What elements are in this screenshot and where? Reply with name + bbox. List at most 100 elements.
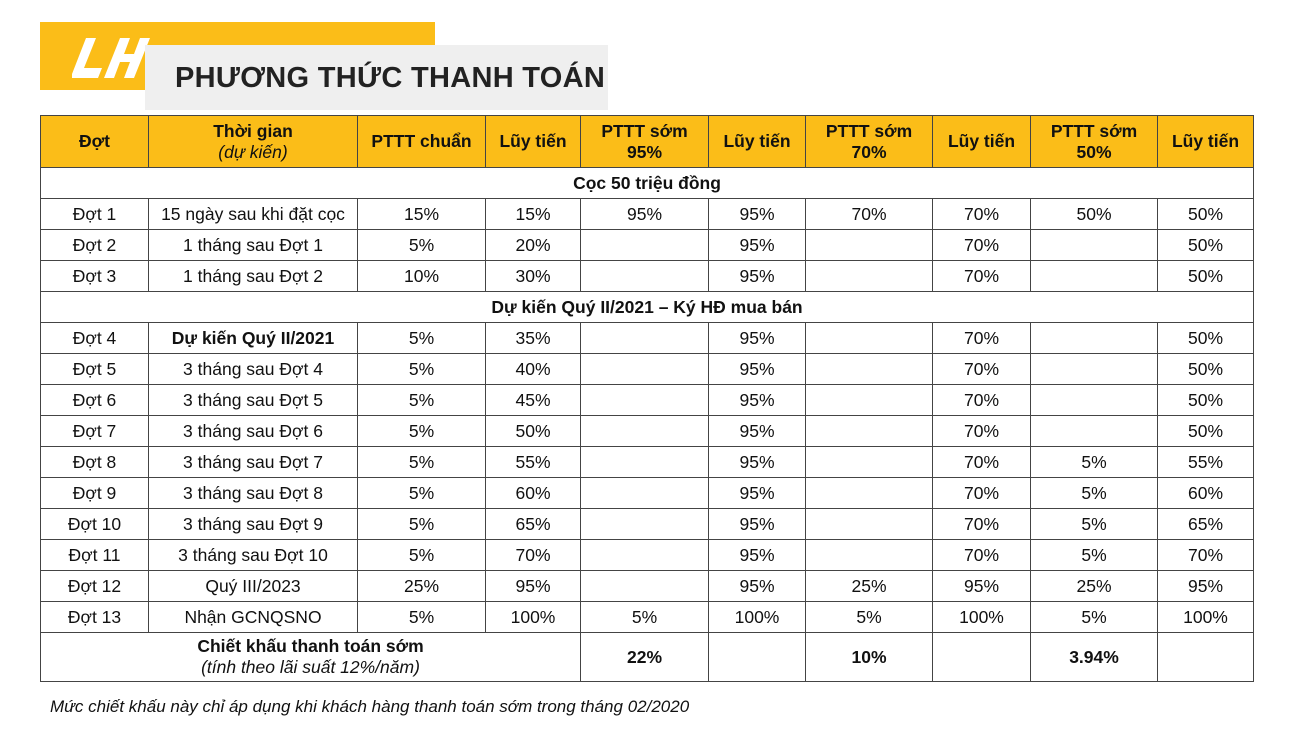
header-text: PTTT sớm bbox=[1050, 120, 1138, 141]
column-header: Lũy tiến bbox=[932, 115, 1031, 168]
cell bbox=[805, 384, 933, 416]
cell: 5% bbox=[580, 601, 709, 633]
data-row: Đợt 13 Nhận GCNQSNO 5% 100% 5% 100% 5% 100% 5% 10… bbox=[40, 601, 1254, 633]
cell: 5% bbox=[357, 446, 486, 478]
cell: 95% bbox=[708, 508, 806, 540]
cell: 100% bbox=[708, 601, 806, 633]
cell: 10% bbox=[357, 260, 486, 292]
cell: 55% bbox=[1157, 446, 1254, 478]
cell bbox=[1030, 415, 1158, 447]
data-row: Đợt 11 3 tháng sau Đợt 10 5% 70% 95% 70% 5% 70% bbox=[40, 539, 1254, 571]
cell: Đợt 10 bbox=[40, 508, 149, 540]
header-text: Lũy tiến bbox=[723, 131, 791, 151]
cell: 5% bbox=[357, 229, 486, 261]
header-text: PTTT chuẩn bbox=[371, 131, 472, 151]
cell bbox=[580, 415, 709, 447]
cell bbox=[580, 260, 709, 292]
cell: Dự kiến Quý II/2021 bbox=[148, 322, 358, 354]
cell: 50% bbox=[1157, 353, 1254, 385]
cell bbox=[805, 446, 933, 478]
cell: 25% bbox=[1030, 570, 1158, 602]
section-label: Cọc 50 triệu đồng bbox=[40, 167, 1254, 199]
cell: 95% bbox=[708, 229, 806, 261]
cell: 65% bbox=[485, 508, 581, 540]
header-text: Lũy tiến bbox=[1171, 131, 1240, 151]
cell: 5% bbox=[1030, 477, 1158, 509]
column-header: PTTT sớm 50% bbox=[1030, 115, 1158, 168]
cell: 70% bbox=[932, 384, 1031, 416]
cell bbox=[580, 384, 709, 416]
summary-cell: 10% bbox=[805, 632, 933, 682]
title-box bbox=[145, 45, 608, 110]
cell: 70% bbox=[932, 353, 1031, 385]
cell: 95% bbox=[932, 570, 1031, 602]
header-text: PTTT sớm bbox=[601, 120, 688, 141]
cell: Đợt 6 bbox=[40, 384, 149, 416]
cell bbox=[805, 260, 933, 292]
cell: 70% bbox=[932, 539, 1031, 571]
cell: 95% bbox=[708, 446, 806, 478]
header-subtext: 70% bbox=[851, 141, 887, 162]
cell: 95% bbox=[580, 198, 709, 230]
cell: 50% bbox=[1157, 415, 1254, 447]
cell: Đợt 7 bbox=[40, 415, 149, 447]
cell: 50% bbox=[1157, 260, 1254, 292]
cell: 3 tháng sau Đợt 8 bbox=[148, 477, 358, 509]
cell: 100% bbox=[1157, 601, 1254, 633]
header-text: PTTT sớm bbox=[825, 120, 913, 141]
cell: 100% bbox=[932, 601, 1031, 633]
cell bbox=[580, 229, 709, 261]
cell: 50% bbox=[1030, 198, 1158, 230]
cell bbox=[580, 446, 709, 478]
cell: 3 tháng sau Đợt 10 bbox=[148, 539, 358, 571]
cell bbox=[1030, 384, 1158, 416]
header-subtext: 95% bbox=[626, 141, 663, 162]
cell: 5% bbox=[1030, 601, 1158, 633]
cell: 5% bbox=[357, 601, 486, 633]
cell: 65% bbox=[1157, 508, 1254, 540]
cell: 60% bbox=[1157, 477, 1254, 509]
cell: 95% bbox=[1157, 570, 1254, 602]
cell bbox=[805, 353, 933, 385]
cell: 15 ngày sau khi đặt cọc bbox=[148, 198, 358, 230]
cell: 20% bbox=[485, 229, 581, 261]
cell: 95% bbox=[708, 570, 806, 602]
summary-cell: 22% bbox=[580, 632, 709, 682]
cell: Đợt 5 bbox=[40, 353, 149, 385]
cell: 35% bbox=[485, 322, 581, 354]
cell: 3 tháng sau Đợt 9 bbox=[148, 508, 358, 540]
cell: Đợt 12 bbox=[40, 570, 149, 602]
column-header: Lũy tiến bbox=[1157, 115, 1254, 168]
cell bbox=[580, 508, 709, 540]
cell bbox=[580, 539, 709, 571]
cell: 5% bbox=[357, 508, 486, 540]
cell bbox=[580, 353, 709, 385]
column-header: Đợt bbox=[40, 115, 149, 168]
cell: 95% bbox=[708, 353, 806, 385]
cell: 1 tháng sau Đợt 2 bbox=[148, 260, 358, 292]
cell: 95% bbox=[708, 539, 806, 571]
cell: 3 tháng sau Đợt 4 bbox=[148, 353, 358, 385]
cell: 50% bbox=[485, 415, 581, 447]
cell: 3 tháng sau Đợt 7 bbox=[148, 446, 358, 478]
cell: 70% bbox=[805, 198, 933, 230]
section-row: Cọc 50 triệu đồng bbox=[40, 167, 1254, 199]
cell: Đợt 2 bbox=[40, 229, 149, 261]
cell: Đợt 1 bbox=[40, 198, 149, 230]
summary-cell bbox=[932, 632, 1031, 682]
cell: 70% bbox=[932, 260, 1031, 292]
cell: 40% bbox=[485, 353, 581, 385]
cell: 70% bbox=[932, 415, 1031, 447]
cell: 70% bbox=[932, 508, 1031, 540]
cell: 50% bbox=[1157, 384, 1254, 416]
column-header: Thời gian (dự kiến) bbox=[148, 115, 358, 168]
cell: 95% bbox=[708, 260, 806, 292]
cell: 50% bbox=[1157, 322, 1254, 354]
cell: 95% bbox=[708, 322, 806, 354]
